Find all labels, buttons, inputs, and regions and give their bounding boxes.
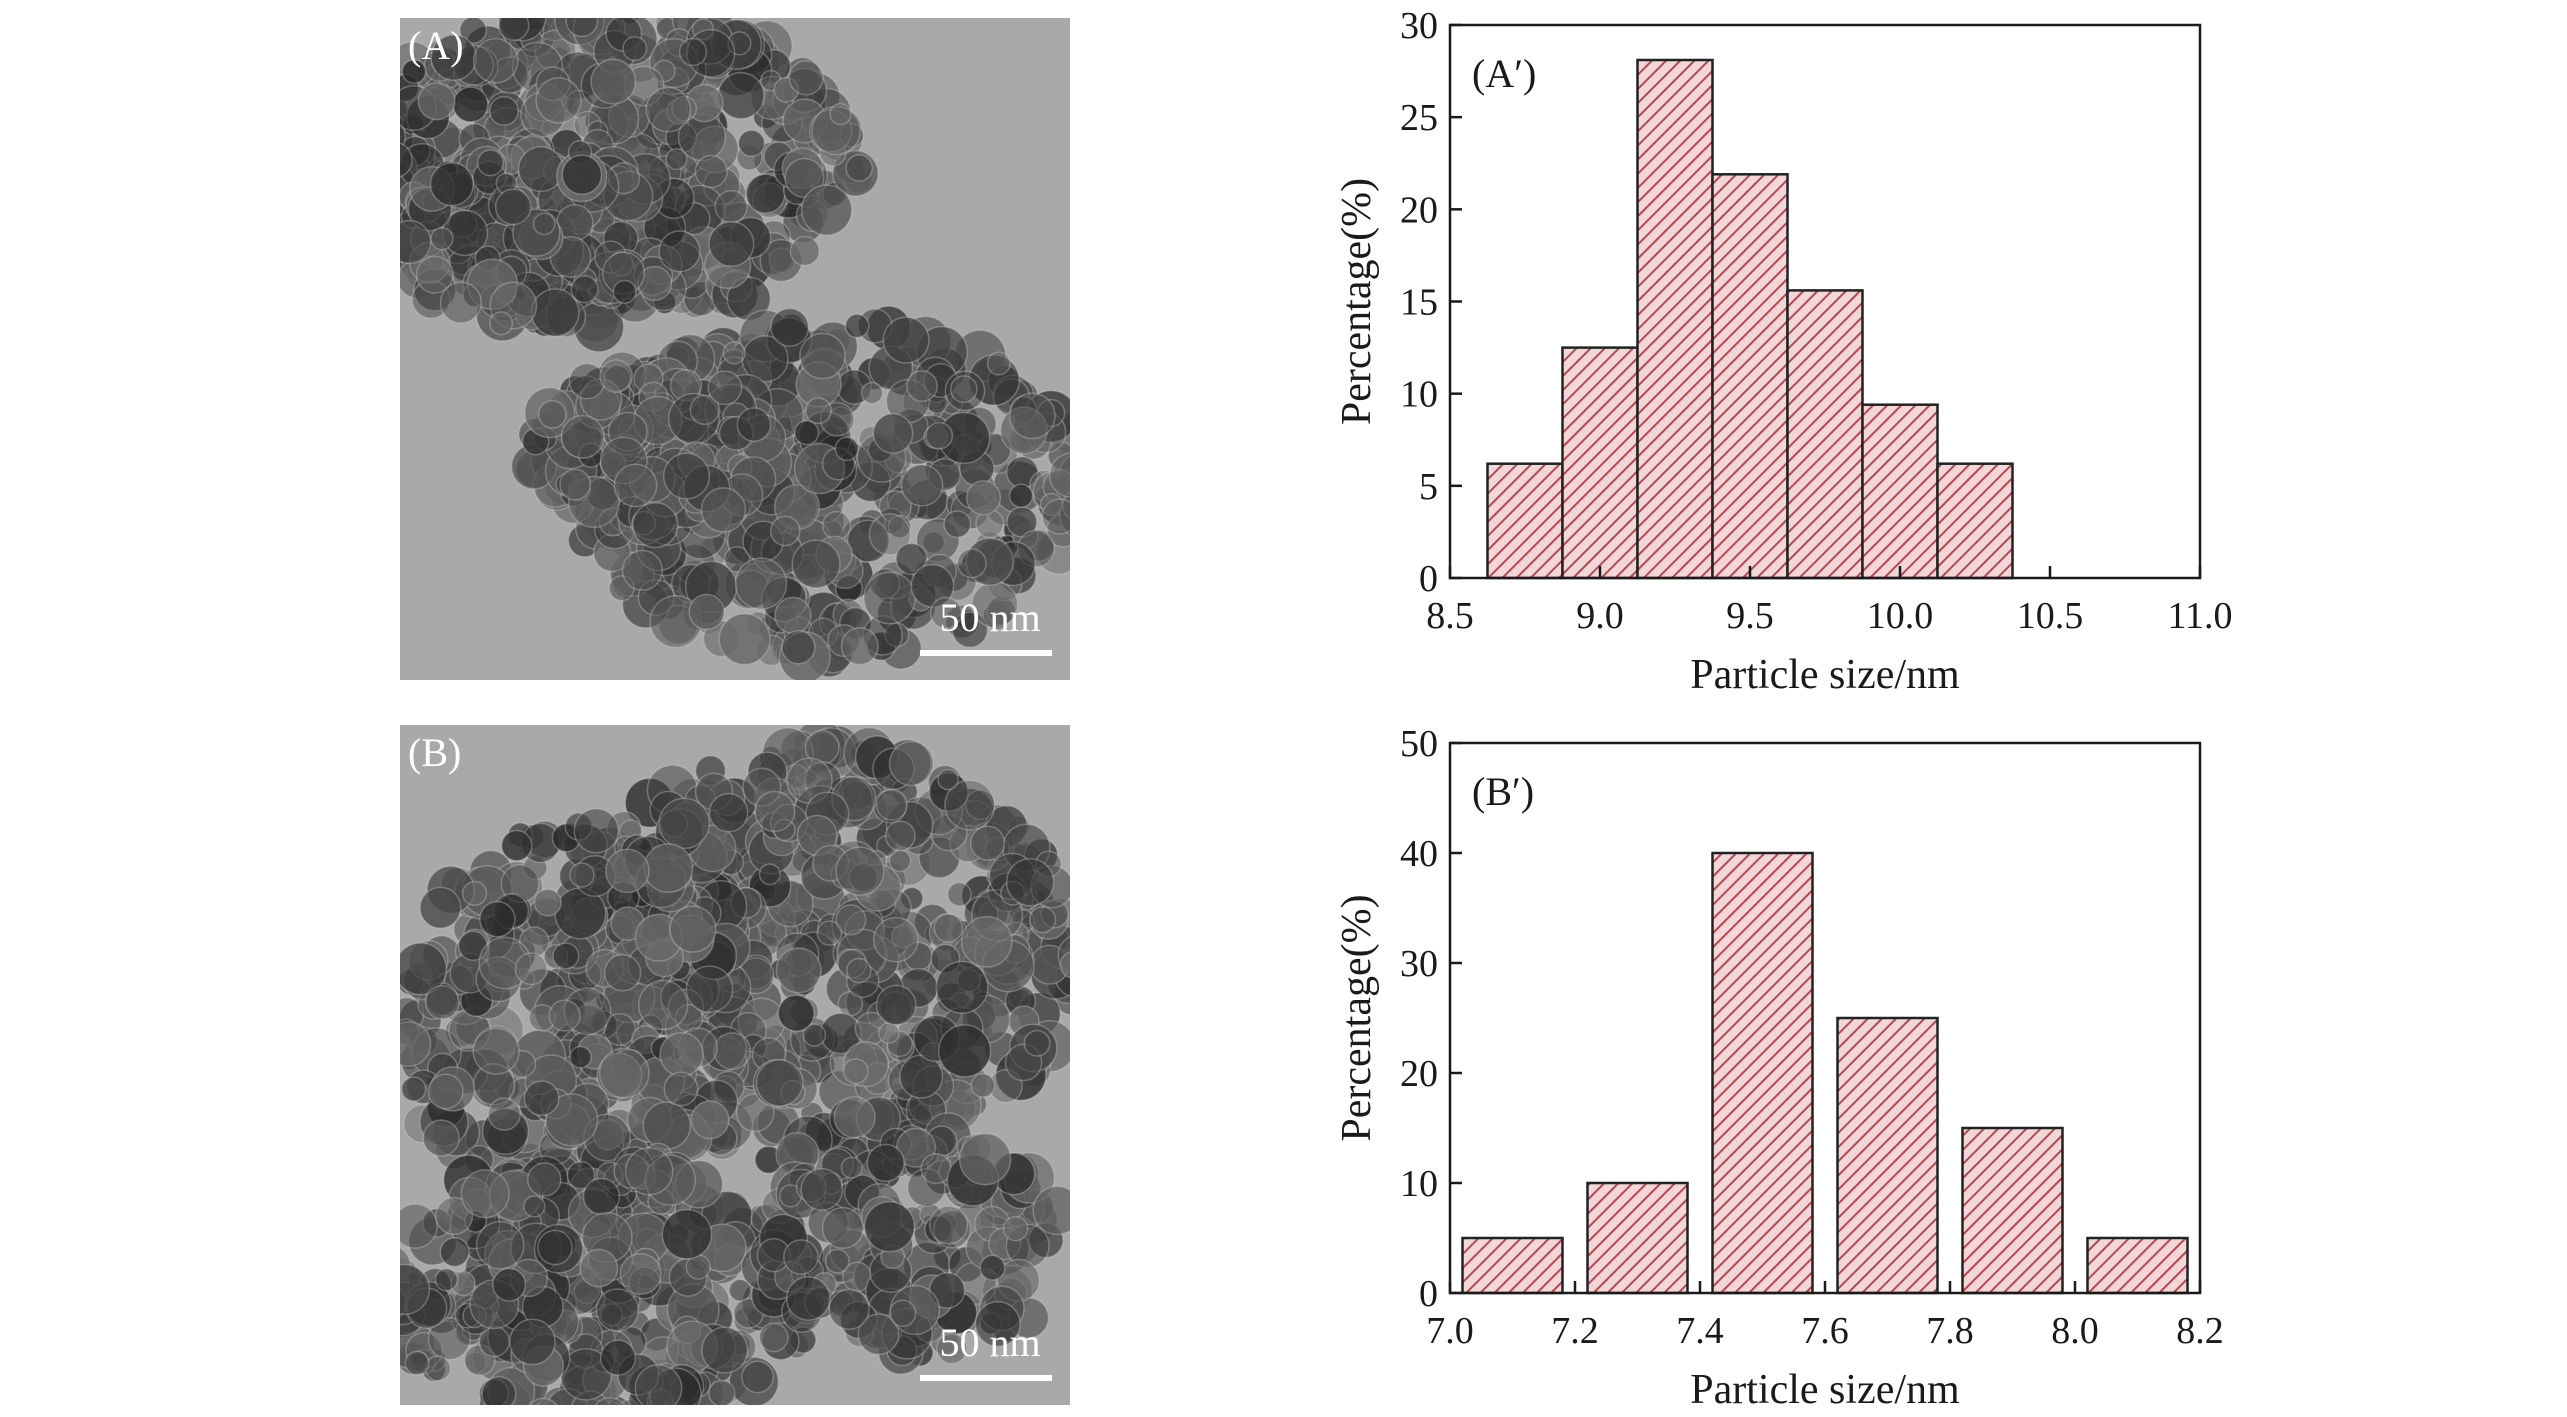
x-tick-label: 8.5: [1426, 595, 1474, 637]
x-tick-label: 8.0: [2051, 1310, 2099, 1352]
x-tick-label: 7.0: [1426, 1310, 1474, 1352]
y-tick-label: 25: [1400, 97, 1438, 139]
y-tick-label: 30: [1400, 5, 1438, 47]
y-tick-label: 5: [1419, 466, 1438, 508]
tem-micrograph-a: [400, 18, 1070, 680]
histogram-b: 7.0 7.2 7.4 7.6 7.8 8.0 8.2 0 10 20 30 40 50 Particle…: [1334, 723, 2224, 1413]
histogram-bar: [1936, 462, 2014, 580]
x-axis-label: Particle size/nm: [1690, 1367, 1960, 1413]
x-tick-label: 7.6: [1801, 1310, 1849, 1352]
plot-frame: [1448, 741, 2202, 1295]
y-tick-label: 50: [1400, 723, 1438, 765]
chart-panel-label: (A′): [1472, 51, 1536, 96]
x-axis-label: Particle size/nm: [1690, 652, 1960, 698]
histogram-bar: [1461, 1236, 1564, 1295]
y-tick-label: 0: [1419, 558, 1438, 600]
scale-bar-a: [920, 650, 1052, 656]
y-tick-label: 20: [1400, 1053, 1438, 1095]
tem-panel-label-a: (A): [408, 23, 464, 68]
y-axis-label: Percentage(%): [1334, 894, 1380, 1141]
y-tick-label: 20: [1400, 189, 1438, 231]
y-tick-label: 40: [1400, 833, 1438, 875]
scale-bar-b: [920, 1375, 1052, 1381]
y-tick-label: 30: [1400, 943, 1438, 985]
histogram-bar: [1786, 289, 1864, 580]
histogram-bar: [1711, 173, 1789, 580]
histogram-a: 8.5 9.0 9.5 10.0 10.5 11.0 0 5 10 15 20 25 30 Particl…: [1334, 5, 2233, 698]
histogram-bar: [1486, 462, 1564, 580]
tem-image-a: (A) 50 nm: [400, 18, 1070, 680]
x-tick-label: 11.0: [2167, 595, 2232, 637]
histogram-bar: [2086, 1236, 2189, 1295]
histogram-bar: [1561, 346, 1639, 580]
y-axis-label: Percentage(%): [1334, 178, 1380, 425]
histogram-bar: [1836, 1016, 1939, 1295]
tem-panel-label-b: (B): [408, 730, 462, 775]
x-tick-label: 7.2: [1551, 1310, 1599, 1352]
scale-bar-label-a: 50 nm: [939, 595, 1041, 640]
chart-panel-label: (B′): [1472, 769, 1534, 814]
y-tick-label: 10: [1400, 1163, 1438, 1205]
x-tick-label: 10.0: [1867, 595, 1934, 637]
x-tick-label: 7.8: [1926, 1310, 1974, 1352]
x-tick-label: 10.5: [2017, 595, 2084, 637]
histogram-bar: [1586, 1181, 1689, 1295]
y-tick-label: 0: [1419, 1273, 1438, 1315]
tem-image-b: (B) 50 nm: [400, 725, 1070, 1405]
tem-micrograph-b: [400, 725, 1070, 1405]
histogram-bar: [1861, 403, 1939, 580]
scale-bar-label-b: 50 nm: [939, 1320, 1041, 1365]
histogram-bar: [1711, 851, 1814, 1295]
tem-particles: [400, 18, 1070, 680]
histogram-bar: [1961, 1126, 2064, 1295]
y-tick-label: 15: [1400, 282, 1438, 324]
x-tick-label: 9.5: [1726, 595, 1774, 637]
x-tick-label: 8.2: [2176, 1310, 2224, 1352]
x-tick-label: 9.0: [1576, 595, 1624, 637]
histogram-bar: [1636, 58, 1714, 580]
y-tick-label: 10: [1400, 374, 1438, 416]
tem-particles: [400, 725, 1070, 1405]
x-tick-label: 7.4: [1676, 1310, 1724, 1352]
